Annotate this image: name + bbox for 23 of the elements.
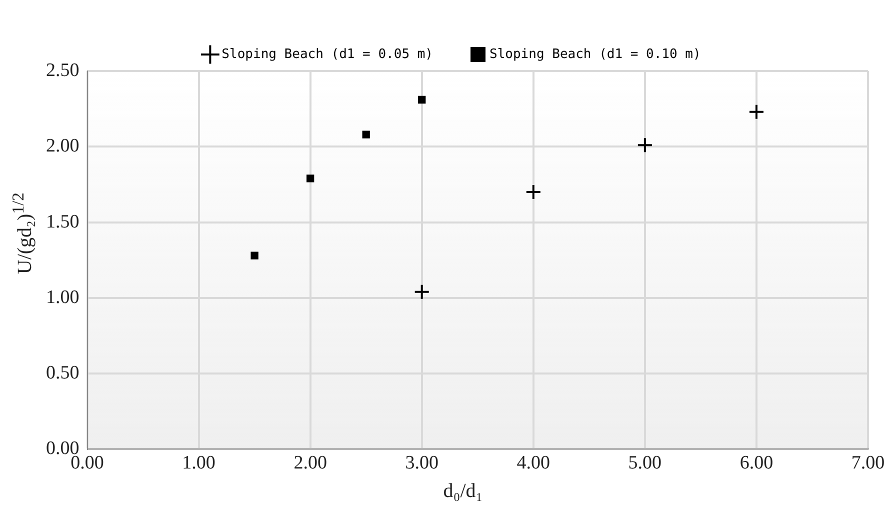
legend-label: Sloping Beach (d1 = 0.05 m)	[222, 46, 434, 62]
x-tick-label: 1.00	[182, 452, 216, 474]
legend-label: Sloping Beach (d1 = 0.10 m)	[490, 46, 701, 62]
x-tick-label: 6.00	[740, 452, 774, 474]
point	[636, 137, 653, 154]
y-tick-label: 0.50	[46, 362, 80, 384]
point	[748, 104, 764, 120]
x-tick-label: 2.00	[294, 452, 327, 474]
point	[414, 284, 430, 300]
y-tick-label: 1.00	[46, 286, 80, 308]
x-tick-label: 5.00	[628, 452, 662, 474]
point	[525, 184, 542, 200]
y-tick-label: 2.50	[46, 60, 80, 81]
point	[306, 174, 314, 182]
x-axis-title: d₀/d₁	[442, 480, 484, 503]
x-tick-label: 4.00	[516, 452, 550, 474]
point	[418, 96, 426, 104]
point	[250, 252, 258, 260]
point	[362, 130, 370, 138]
y-tick-label: 1.50	[46, 211, 80, 232]
x-tick-label: 3.00	[405, 452, 438, 474]
x-tick-label: 7.00	[851, 452, 885, 474]
y-tick-label: 2.00	[46, 136, 80, 157]
